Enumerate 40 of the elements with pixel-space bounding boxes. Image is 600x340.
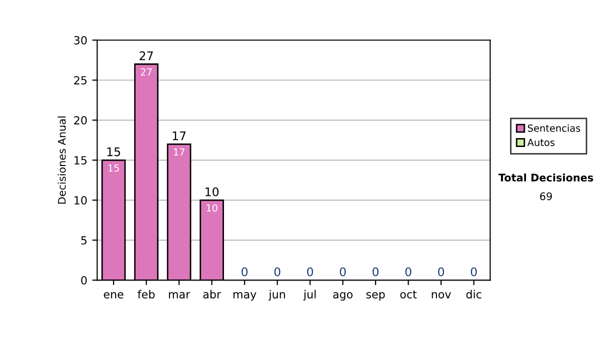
y-tick-label: 0 bbox=[81, 276, 87, 285]
data-label: 27 bbox=[140, 68, 152, 76]
text: Total Decisiones bbox=[498, 173, 594, 182]
legend-label: Autos bbox=[527, 138, 554, 146]
y-axis-title: Decisiones Anual bbox=[58, 116, 66, 204]
y-tick-label: 10 bbox=[74, 196, 87, 205]
x-tick-label: ene bbox=[104, 292, 124, 298]
total-label: 15 bbox=[107, 147, 120, 156]
x-tick-label: may bbox=[233, 292, 256, 301]
total-label: 0 bbox=[405, 267, 412, 276]
x-tick-label: abr bbox=[203, 290, 222, 298]
x-tick-label: dic bbox=[466, 290, 482, 298]
legend-label: Sentencias bbox=[528, 124, 580, 132]
y-tick-label: 15 bbox=[74, 156, 87, 165]
total-label: 10 bbox=[206, 187, 219, 196]
total-label: 0 bbox=[307, 267, 314, 276]
x-tick-label: nov bbox=[432, 292, 451, 298]
text: 69 bbox=[540, 192, 552, 200]
total-label: 17 bbox=[172, 131, 186, 140]
y-tick-label: 25 bbox=[74, 76, 87, 85]
x-tick-label: feb bbox=[138, 290, 155, 298]
total-label: 0 bbox=[470, 267, 477, 276]
data-label: 10 bbox=[206, 204, 218, 212]
x-tick-label: jul bbox=[303, 290, 316, 301]
x-tick-label: sep bbox=[366, 292, 385, 301]
y-tick-label: 30 bbox=[74, 36, 87, 44]
x-tick-label: jun bbox=[268, 290, 285, 301]
total-label: 27 bbox=[140, 51, 153, 60]
x-tick-label: mar bbox=[168, 292, 190, 298]
total-label: 0 bbox=[438, 267, 444, 276]
x-tick-label: oct bbox=[400, 290, 417, 298]
total-label: 0 bbox=[274, 267, 280, 276]
total-label: 0 bbox=[242, 267, 248, 276]
y-tick-label: 20 bbox=[74, 116, 87, 125]
data-label: 17 bbox=[174, 148, 184, 156]
x-tick-label: ago bbox=[333, 292, 353, 301]
total-label: 0 bbox=[340, 267, 346, 276]
data-label: 15 bbox=[108, 164, 119, 172]
y-tick-label: 5 bbox=[81, 236, 87, 245]
total-label: 0 bbox=[372, 267, 379, 276]
